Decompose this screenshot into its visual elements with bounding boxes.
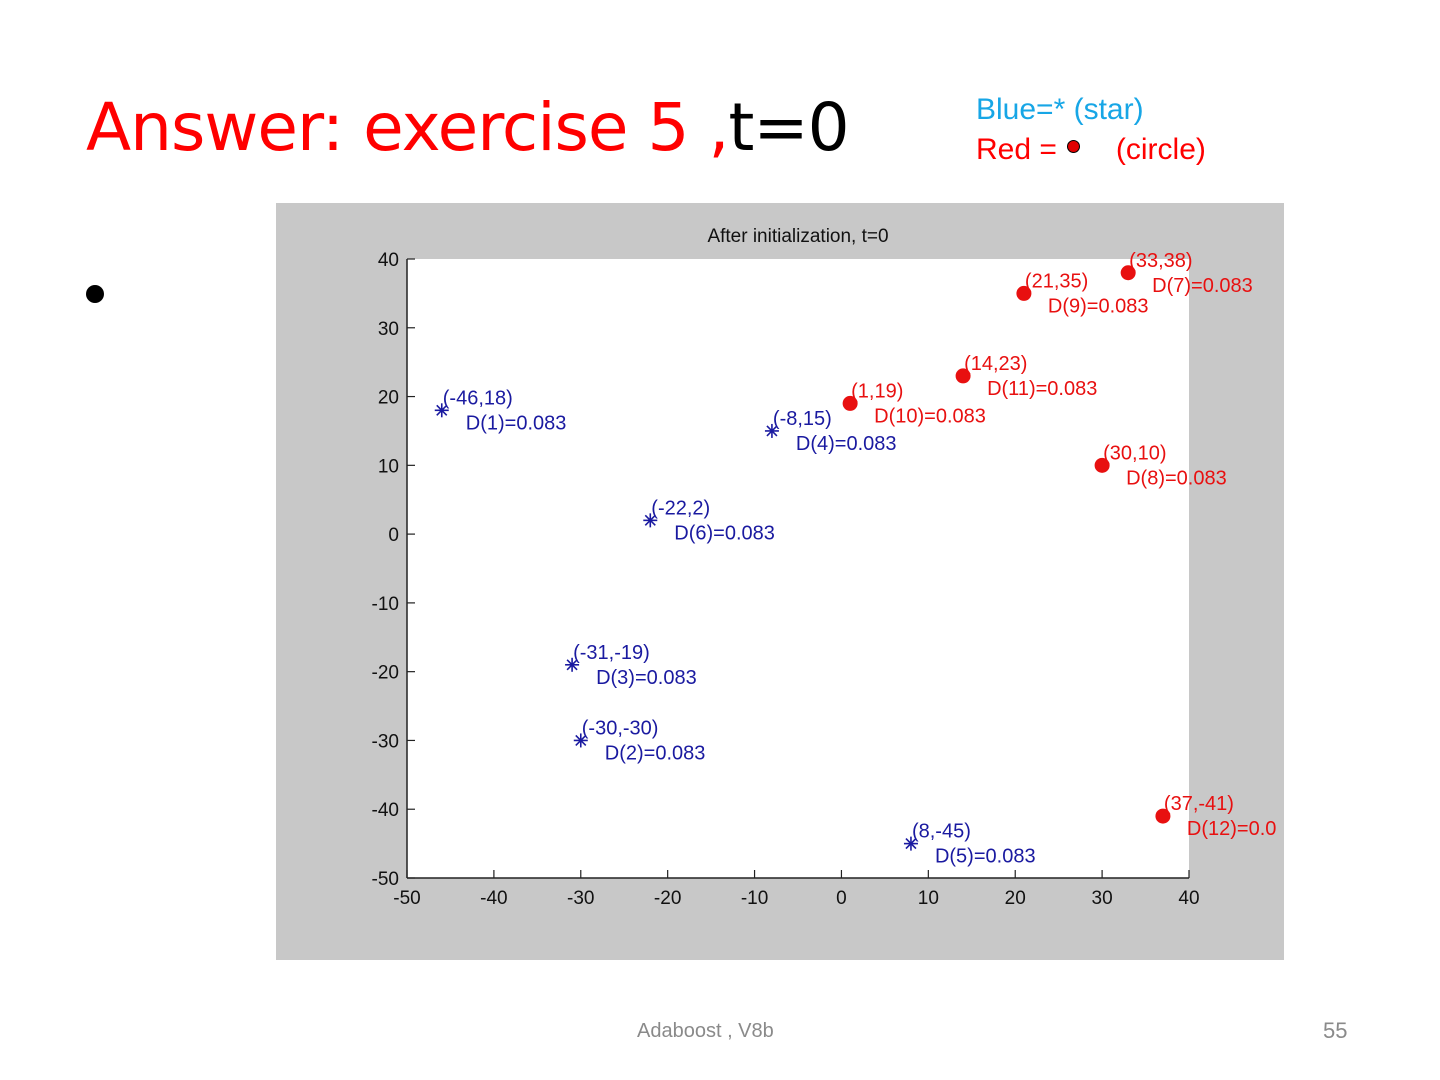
figure-panel: After initialization, t=0 -50 -40 -30 -20 -1… [276, 203, 1284, 960]
point-coordinate-label: (1,19) [851, 380, 903, 402]
x-tick-label: -20 [654, 888, 681, 909]
x-tick-label: 30 [1092, 888, 1113, 909]
star-stroke [436, 404, 448, 416]
chart-title: After initialization, t=0 [707, 226, 888, 247]
point-weight-label: D(3)=0.083 [596, 667, 697, 689]
x-tick-label: 40 [1178, 888, 1199, 909]
scatter-chart: After initialization, t=0 -50 -40 -30 -20 -1… [372, 226, 1277, 909]
circle-marker [1094, 457, 1110, 473]
y-tick-label: 20 [378, 388, 399, 409]
point-weight-label: D(7)=0.083 [1152, 275, 1253, 297]
circle-marker [955, 368, 971, 384]
point-coordinate-label: (-46,18) [443, 387, 513, 409]
y-tick-label: 40 [378, 250, 399, 271]
x-tick-label: 10 [918, 888, 939, 909]
point-weight-label: D(5)=0.083 [935, 846, 1036, 868]
y-tick-label: -40 [372, 800, 399, 821]
circle-marker [1120, 265, 1136, 281]
point-weight-label: D(9)=0.083 [1048, 295, 1149, 317]
point-weight-label: D(6)=0.083 [674, 522, 775, 544]
point-coordinate-label: (37,-41) [1164, 793, 1234, 815]
x-tick-label: -10 [741, 888, 768, 909]
footer-text: Adaboost , V8b [637, 1020, 774, 1042]
y-tick-label: 30 [378, 319, 399, 340]
point-weight-label: D(2)=0.083 [605, 742, 706, 764]
star-stroke [566, 659, 578, 671]
point-coordinate-label: (33,38) [1129, 250, 1192, 272]
red-circle-icon [1066, 139, 1080, 153]
slide-title-main: Answer: exercise 5 , [86, 89, 729, 166]
x-tick-label: -50 [393, 888, 420, 909]
star-stroke [766, 425, 778, 437]
axes: -50 -40 -30 -20 -10 0 10 20 30 40 40 30 20 10 0 -10 -20 -… [372, 250, 1200, 909]
circle-marker [1155, 808, 1171, 824]
legend-red-prefix: Red = [976, 133, 1057, 166]
page-number: 55 [1323, 1018, 1348, 1043]
star-stroke [575, 734, 587, 747]
x-tick-label: 0 [836, 888, 847, 909]
star-marker [903, 836, 918, 851]
plot-area [407, 259, 1189, 878]
y-tick-label: -50 [372, 869, 399, 890]
x-tick-label: 20 [1005, 888, 1026, 909]
y-tick-label: -30 [372, 731, 399, 752]
x-tick-label: -30 [567, 888, 594, 909]
star-marker [643, 513, 658, 528]
y-tick-label: -10 [372, 594, 399, 615]
marker-legend: Blue=* (star) Red = (circle) [976, 90, 1206, 170]
star-marker [434, 403, 449, 418]
y-tick-label: -20 [372, 663, 399, 684]
star-marker [764, 423, 779, 438]
slide-title-time: t=0 [728, 89, 849, 166]
legend-red-circle: Red = (circle) [976, 130, 1206, 170]
star-marker [573, 733, 588, 748]
x-tick-label: -40 [480, 888, 507, 909]
data-points [434, 265, 1171, 851]
legend-blue-star: Blue=* (star) [976, 93, 1144, 126]
point-coordinate-label: (-31,-19) [573, 642, 650, 664]
y-tick-label: 0 [388, 525, 399, 546]
point-weight-label: D(1)=0.083 [466, 412, 567, 434]
point-labels: (-46,18) D(1)=0.083 (-30,-30) D(2)=0.083 (-3… [443, 250, 1277, 868]
point-coordinate-label: (-30,-30) [582, 717, 659, 739]
point-coordinate-label: (30,10) [1103, 442, 1166, 464]
bullet-point-icon [86, 285, 104, 303]
point-weight-label: D(10)=0.083 [874, 405, 986, 427]
legend-red-suffix: (circle) [1115, 133, 1206, 166]
point-coordinate-label: (21,35) [1025, 270, 1088, 292]
star-marker [565, 657, 580, 672]
point-weight-label: D(8)=0.083 [1126, 467, 1227, 489]
star-stroke [905, 838, 917, 850]
star-stroke [644, 514, 656, 526]
slide-title: Answer: exercise 5 ,t=0 [86, 89, 850, 166]
point-coordinate-label: (8,-45) [912, 821, 971, 843]
point-coordinate-label: (-22,2) [651, 497, 710, 519]
point-coordinate-label: (-8,15) [773, 408, 832, 430]
point-weight-label: D(12)=0.0 [1187, 818, 1277, 840]
point-weight-label: D(11)=0.083 [987, 378, 1097, 400]
circle-marker [1016, 285, 1032, 301]
point-coordinate-label: (14,23) [964, 353, 1027, 375]
circle-marker [842, 395, 858, 411]
y-tick-label: 10 [378, 456, 399, 477]
point-weight-label: D(4)=0.083 [796, 433, 897, 455]
